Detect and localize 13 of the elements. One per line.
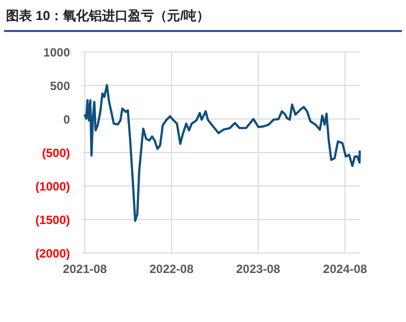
y-tick-label: 0 [63,112,70,126]
y-tick-label: (1500) [35,213,70,227]
line-series [84,84,361,222]
x-tick-label: 2022-08 [149,262,194,276]
y-tick-label: (2000) [35,246,70,260]
x-tick-label: 2024-08 [323,262,368,276]
x-tick-label: 2021-08 [62,262,108,276]
y-tick-label: 1000 [43,46,70,60]
y-tick-label: 500 [50,79,70,93]
title: 图表 10：氧化铝进口盈亏（元/吨） [6,8,210,23]
y-tick-label: (1000) [35,180,70,194]
x-tick-label: 2023-08 [236,262,280,276]
y-tick-label: (500) [42,146,70,160]
